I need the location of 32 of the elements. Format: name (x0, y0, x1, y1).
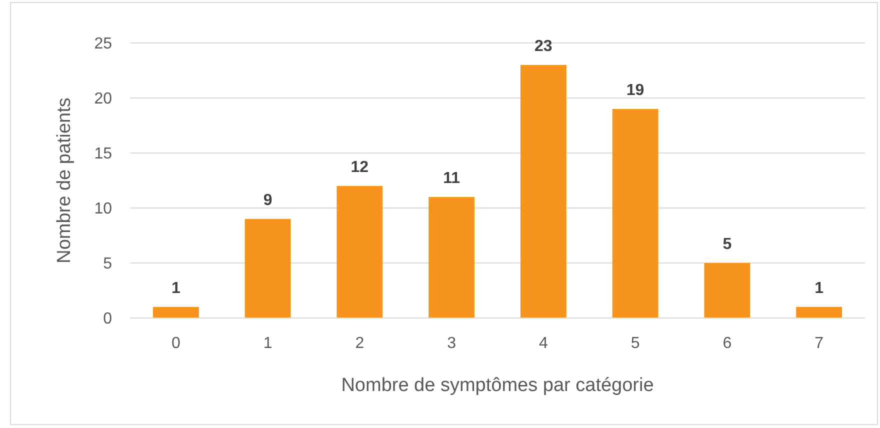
y-axis-title: Nombre de patients (54, 98, 75, 264)
y-tick-label: 15 (94, 146, 112, 163)
data-label: 5 (722, 236, 732, 253)
data-label: 19 (626, 82, 644, 99)
data-label: 1 (171, 280, 180, 297)
x-tick-label: 1 (263, 335, 272, 352)
y-tick-label: 10 (94, 200, 112, 218)
y-tick-label: 20 (94, 90, 112, 108)
x-tick-label: 7 (814, 335, 824, 352)
x-tick-label: 3 (447, 335, 456, 352)
bar (428, 197, 475, 318)
y-tick-label: 5 (103, 256, 112, 273)
x-tick-label: 6 (722, 335, 732, 352)
x-axis-title: Nombre de symptômes par catégorie (341, 375, 654, 396)
bar (796, 307, 842, 318)
x-tick-label: 2 (355, 335, 364, 352)
data-label: 23 (534, 38, 552, 55)
bar (152, 307, 199, 318)
bar (244, 219, 291, 318)
bar (336, 186, 383, 318)
data-label: 1 (814, 280, 824, 297)
data-label: 12 (350, 159, 369, 176)
bar (704, 263, 750, 318)
x-tick-label: 0 (171, 335, 180, 352)
data-label: 11 (443, 170, 460, 187)
x-tick-label: 5 (630, 335, 640, 352)
y-tick-label: 25 (94, 36, 112, 53)
data-label: 9 (263, 192, 272, 209)
bar (612, 109, 658, 318)
y-tick-label: 0 (103, 310, 112, 328)
x-tick-label: 4 (538, 335, 548, 352)
bar (520, 65, 566, 318)
